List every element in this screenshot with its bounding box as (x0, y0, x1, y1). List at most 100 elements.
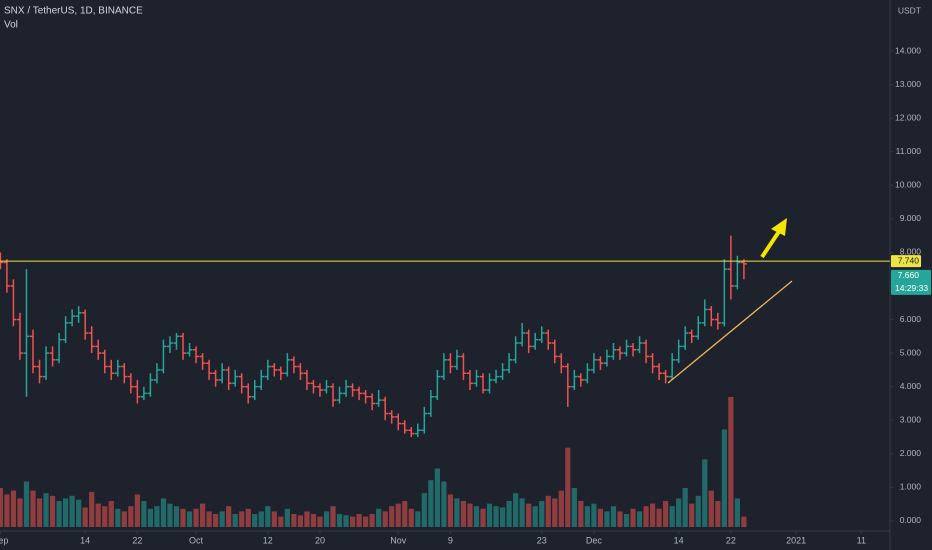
volume-bar (519, 498, 525, 527)
volume-bar (10, 490, 17, 527)
volume-bar (493, 506, 499, 527)
volume-bar (278, 516, 284, 527)
ohlc-bar (701, 299, 708, 327)
ohlc-bar (382, 396, 389, 421)
ohlc-bar (232, 369, 239, 387)
x-tick-label: 9 (448, 535, 453, 545)
volume-bar (36, 498, 43, 527)
ohlc-bar (121, 363, 128, 384)
x-tick-label: Dec (586, 535, 603, 545)
volume-bar (291, 514, 297, 527)
volume-bar (597, 508, 604, 527)
ohlc-bar (623, 339, 630, 357)
ohlc-bar (682, 326, 689, 350)
volume-bar (89, 491, 95, 527)
ohlc-bar (219, 363, 226, 384)
y-tick-label: 0.000 (900, 515, 922, 525)
ohlc-bar (708, 306, 715, 327)
volume-bar (180, 508, 186, 527)
x-tick-label: Sep (0, 535, 8, 545)
volume-bar (630, 508, 636, 527)
volume-bar (271, 511, 277, 527)
price-line-label: 7.740 (898, 255, 920, 265)
volume-bar (636, 511, 643, 527)
ohlc-bar (506, 353, 513, 374)
volume-bar (193, 508, 199, 527)
volume-bar (245, 508, 251, 527)
ohlc-bar (466, 369, 473, 391)
chart-title: SNX / TetherUS, 1D, BINANCE (4, 6, 143, 17)
ohlc-bar (330, 383, 337, 407)
ohlc-bar (421, 406, 428, 434)
volume-bar (539, 501, 545, 527)
ohlc-bar (401, 420, 408, 434)
volume-bar (160, 498, 167, 527)
volume-bar (447, 494, 454, 527)
y-unit: USDT (898, 5, 921, 15)
ohlc-bar (251, 379, 258, 401)
volume-bar (108, 501, 114, 527)
last-price-tag (891, 269, 931, 295)
volume-bar (141, 501, 147, 527)
ohlc-bar (649, 353, 656, 374)
ohlc-bar (245, 383, 252, 404)
ohlc-bar (323, 379, 330, 394)
volume-bar (454, 498, 460, 527)
ohlc-bar (277, 366, 284, 380)
ohlc-bar (493, 369, 500, 384)
volume-bar (610, 506, 617, 527)
ohlc-bar (30, 329, 37, 374)
ohlc-bar (427, 390, 434, 417)
volume-bar (376, 508, 382, 527)
ohlc-bar (538, 326, 545, 344)
ohlc-bar (258, 369, 265, 391)
ohlc-bar (193, 346, 200, 364)
ohlc-bar (525, 329, 532, 354)
volume-bar (239, 511, 245, 527)
volume-bar (728, 397, 734, 527)
x-tick-label: 22 (726, 535, 736, 545)
ohlc-bar (643, 339, 650, 364)
volume-bar (480, 508, 486, 527)
volume-bar (656, 508, 662, 527)
ohlc-bar (127, 373, 134, 394)
volume-bar (76, 499, 82, 527)
ohlc-bar (369, 393, 376, 411)
volume-bar (369, 514, 375, 527)
ohlc-bar (199, 353, 206, 370)
ohlc-bar (447, 353, 454, 374)
x-tick-label: 2021 (786, 535, 806, 545)
ohlc-bar (714, 312, 721, 330)
ohlc-bar (584, 363, 591, 384)
ohlc-bar (271, 363, 278, 377)
ohlc-bar (721, 259, 728, 327)
volume-bar (734, 498, 740, 527)
volume-bar (708, 490, 714, 527)
ohlc-bar (727, 235, 734, 300)
volume-bar (43, 493, 49, 527)
volume-bar (356, 514, 362, 527)
ohlc-bar (36, 359, 43, 384)
volume-bar (663, 501, 669, 527)
volume-bar (578, 501, 584, 527)
ohlc-bar (180, 332, 187, 360)
ohlc-bar (388, 410, 395, 424)
ohlc-bar (95, 339, 102, 360)
y-tick-label: 10.000 (895, 180, 921, 190)
ohlc-bar (310, 379, 317, 394)
ohlc-bar (147, 373, 154, 397)
ohlc-bar (688, 329, 695, 344)
x-tick-label: 23 (537, 535, 547, 545)
y-tick-label: 14.000 (895, 45, 921, 55)
y-tick-label: 8.000 (900, 247, 922, 257)
volume-bar (265, 506, 271, 527)
ohlc-bar (571, 369, 578, 391)
volume-bar (323, 511, 330, 527)
volume-bar (473, 506, 480, 527)
y-tick-label: 6.000 (900, 314, 922, 324)
y-tick-label: 5.000 (900, 347, 922, 357)
ohlc-bar (206, 359, 213, 380)
volume-bar (389, 506, 395, 527)
ohlc-bar (212, 369, 219, 387)
ohlc-bar (284, 353, 291, 377)
